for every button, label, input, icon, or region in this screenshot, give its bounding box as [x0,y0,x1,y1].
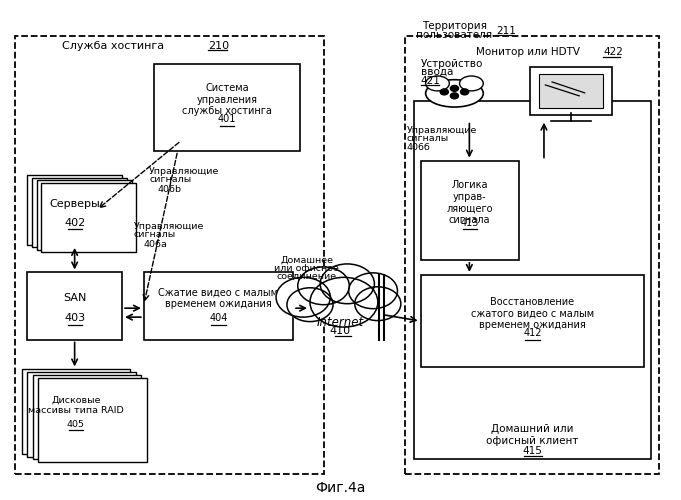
Text: Управляющие: Управляющие [407,126,477,135]
Text: Internet: Internet [317,316,364,328]
Text: Сжатие видео с малым
временем ожидания: Сжатие видео с малым временем ожидания [159,288,279,310]
Text: 402: 402 [64,218,85,228]
Text: 406a: 406a [144,240,168,248]
Text: 406b: 406b [157,185,181,194]
Circle shape [320,264,375,304]
Circle shape [310,278,378,327]
Text: Управляющие: Управляющие [133,222,204,230]
Text: 413: 413 [460,218,479,228]
Circle shape [450,93,458,99]
Text: Домашнее: Домашнее [280,256,333,264]
FancyBboxPatch shape [27,176,122,245]
Text: 211: 211 [496,26,516,36]
Text: 404: 404 [209,314,227,324]
FancyBboxPatch shape [154,64,300,150]
Text: Система
управления
службы хостинга: Система управления службы хостинга [182,83,272,116]
Text: или офисное: или офисное [274,264,339,273]
FancyBboxPatch shape [33,375,141,460]
Text: 405: 405 [67,420,85,428]
FancyBboxPatch shape [530,67,612,115]
Circle shape [440,89,448,95]
Text: Фиг.4а: Фиг.4а [315,480,366,494]
Text: 403: 403 [64,314,85,324]
Text: 410: 410 [330,326,351,336]
Ellipse shape [426,76,449,91]
Text: сигналы: сигналы [149,175,191,184]
Text: SAN: SAN [63,294,86,304]
Circle shape [450,86,458,91]
FancyBboxPatch shape [27,272,122,340]
FancyBboxPatch shape [42,182,136,252]
Text: сигналы: сигналы [407,134,449,143]
FancyBboxPatch shape [38,378,146,462]
Text: Территория: Территория [422,21,487,31]
Text: 210: 210 [208,41,229,51]
FancyBboxPatch shape [539,74,603,108]
Text: Логика
управ-
ляющего
сигнала: Логика управ- ляющего сигнала [447,180,493,225]
FancyBboxPatch shape [37,180,131,250]
Text: 422: 422 [603,47,623,57]
Text: Дисковые
массивы типа RAID: Дисковые массивы типа RAID [28,396,124,415]
Text: 421: 421 [421,76,441,86]
Text: 401: 401 [218,114,236,124]
Text: сигналы: сигналы [133,230,176,238]
FancyBboxPatch shape [421,275,644,367]
FancyBboxPatch shape [22,370,130,454]
Circle shape [287,288,333,322]
FancyBboxPatch shape [27,372,136,456]
FancyBboxPatch shape [32,178,127,248]
Text: Служба хостинга: Служба хостинга [63,41,165,51]
Ellipse shape [426,80,484,107]
Text: 412: 412 [523,328,541,338]
Circle shape [298,267,349,304]
Text: Управляющие: Управляющие [149,167,219,176]
Text: пользователя: пользователя [416,30,492,40]
Ellipse shape [460,76,484,91]
Text: Серверы: Серверы [49,200,100,209]
Circle shape [460,89,469,95]
FancyBboxPatch shape [421,160,519,260]
FancyBboxPatch shape [144,272,293,340]
Text: Устройство: Устройство [421,59,483,69]
Text: соединение: соединение [276,272,336,281]
Circle shape [276,278,330,317]
Text: 415: 415 [522,446,542,456]
Text: 406б: 406б [407,143,430,152]
Circle shape [349,273,398,308]
Circle shape [355,287,401,320]
Text: Домашний или
офисный клиент: Домашний или офисный клиент [486,424,579,446]
Text: Монитор или HDTV: Монитор или HDTV [476,47,580,57]
FancyBboxPatch shape [414,101,651,459]
Text: Восстановление
сжатого видео с малым
временем ожидания: Восстановление сжатого видео с малым вре… [471,297,594,330]
Text: ввода: ввода [421,67,453,77]
